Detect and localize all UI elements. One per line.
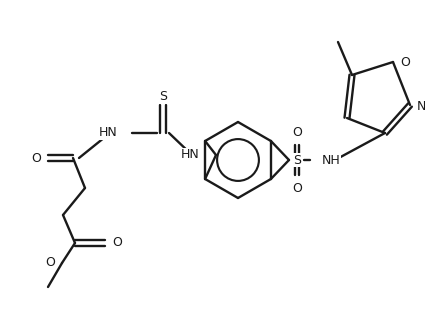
Text: N: N [417,100,425,112]
Text: O: O [292,181,302,194]
Text: S: S [159,90,167,104]
Text: O: O [31,152,41,164]
Text: O: O [292,125,302,139]
Text: O: O [112,237,122,249]
Text: S: S [293,153,301,167]
Text: HN: HN [181,148,200,162]
Text: O: O [400,55,410,68]
Text: NH: NH [322,153,341,167]
Text: HN: HN [99,127,118,140]
Text: O: O [45,256,55,270]
